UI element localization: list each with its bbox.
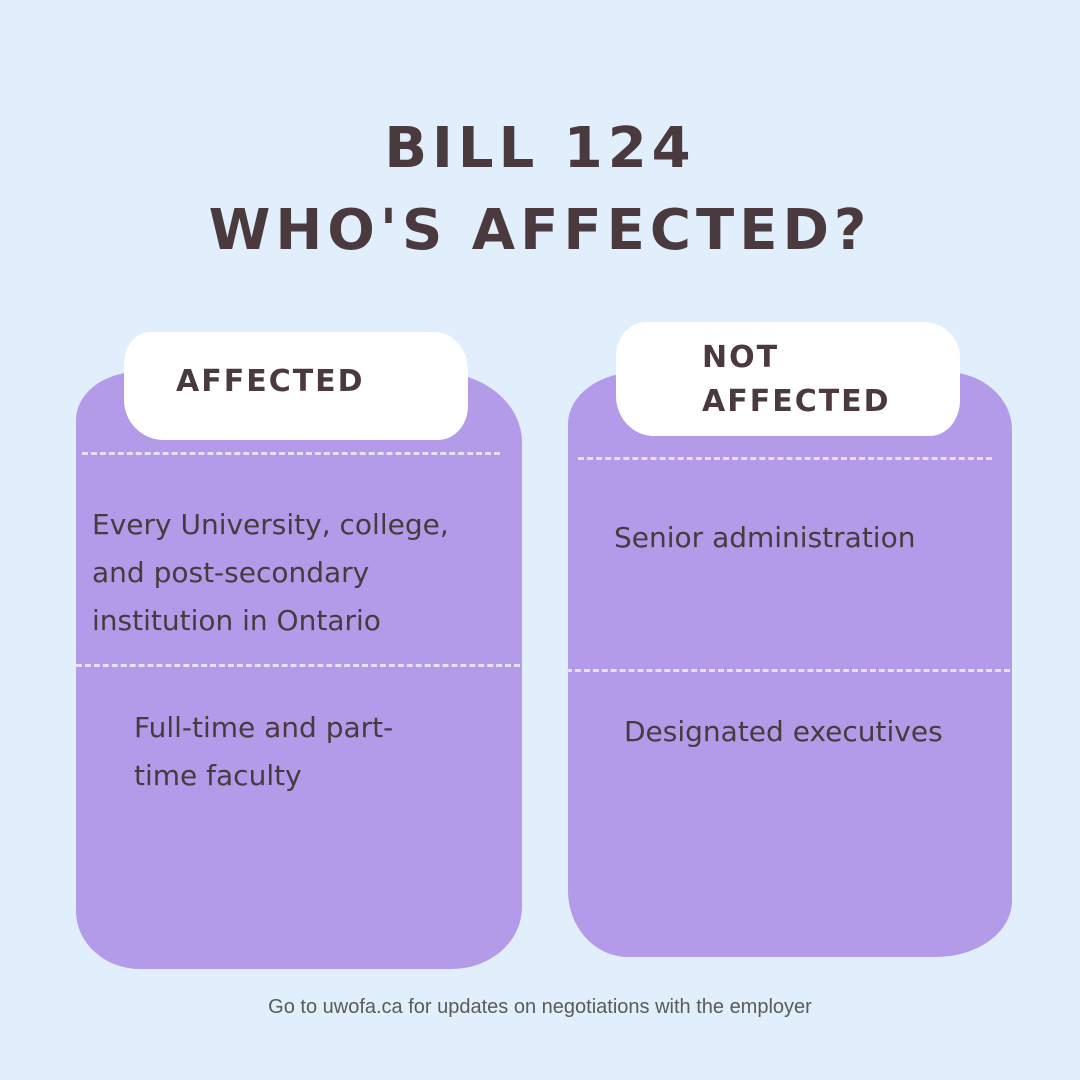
- not-affected-jar: [568, 372, 1012, 957]
- affected-item: Every University, college, and post-seco…: [92, 508, 449, 637]
- affected-divider-top: [82, 452, 500, 455]
- not-affected-label-card: NOT AFFECTED: [616, 322, 960, 436]
- affected-divider-middle: [76, 664, 520, 667]
- footer-note: Go to uwofa.ca for updates on negotiatio…: [268, 996, 812, 1018]
- affected-item: Full-time and part-time faculty: [134, 711, 394, 792]
- page-title: BILL 124 WHO'S AFFECTED?: [0, 108, 1080, 272]
- not-affected-label: NOT AFFECTED: [702, 340, 891, 419]
- not-affected-divider-middle: [566, 669, 1010, 672]
- not-affected-item: Senior administration: [614, 521, 916, 554]
- not-affected-item: Designated executives: [624, 715, 943, 748]
- title-line-2: WHO'S AFFECTED?: [208, 198, 872, 263]
- affected-jar: [76, 372, 522, 969]
- not-affected-divider-top: [578, 457, 992, 460]
- affected-label: AFFECTED: [176, 364, 365, 399]
- affected-label-card: AFFECTED: [124, 332, 468, 440]
- title-line-1: BILL 124: [384, 116, 696, 181]
